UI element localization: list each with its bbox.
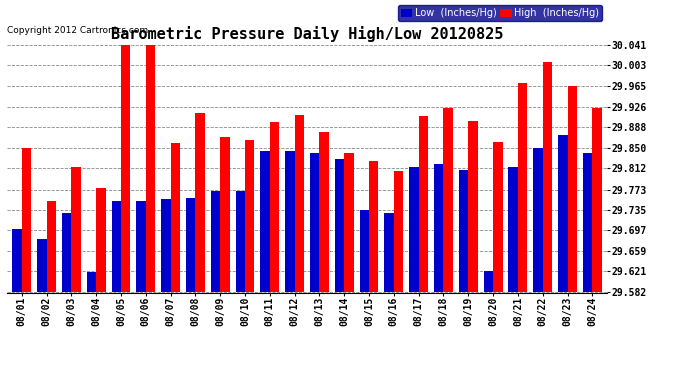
Bar — [220, 137, 230, 292]
Bar — [121, 45, 130, 292]
Bar — [211, 191, 220, 292]
Bar — [384, 213, 394, 292]
Bar — [37, 238, 47, 292]
Bar — [12, 229, 22, 292]
Bar — [87, 272, 96, 292]
Bar — [22, 148, 31, 292]
Bar — [270, 122, 279, 292]
Bar — [419, 116, 428, 292]
Bar — [484, 272, 493, 292]
Bar — [567, 86, 577, 292]
Bar — [558, 135, 567, 292]
Bar — [583, 153, 592, 292]
Bar — [62, 213, 71, 292]
Bar — [245, 140, 255, 292]
Bar — [310, 153, 319, 292]
Bar — [170, 142, 180, 292]
Bar — [394, 171, 403, 292]
Bar — [409, 167, 419, 292]
Title: Barometric Pressure Daily High/Low 20120825: Barometric Pressure Daily High/Low 20120… — [111, 27, 503, 42]
Bar — [335, 159, 344, 292]
Bar — [459, 170, 469, 292]
Bar — [344, 153, 354, 292]
Bar — [469, 121, 477, 292]
Bar — [493, 141, 502, 292]
Bar — [434, 164, 444, 292]
Bar — [285, 151, 295, 292]
Bar — [96, 188, 106, 292]
Bar — [137, 201, 146, 292]
Bar — [592, 108, 602, 292]
Bar — [319, 132, 329, 292]
Bar — [509, 167, 518, 292]
Bar — [543, 62, 552, 292]
Bar — [518, 83, 527, 292]
Bar — [359, 210, 369, 292]
Bar — [195, 113, 205, 292]
Text: Copyright 2012 Cartronics.com: Copyright 2012 Cartronics.com — [7, 26, 148, 35]
Bar — [186, 198, 195, 292]
Bar — [235, 191, 245, 292]
Bar — [533, 148, 543, 292]
Bar — [146, 45, 155, 292]
Bar — [295, 114, 304, 292]
Bar — [444, 108, 453, 292]
Bar — [161, 199, 170, 292]
Bar — [260, 151, 270, 292]
Bar — [369, 162, 379, 292]
Bar — [47, 201, 56, 292]
Bar — [71, 167, 81, 292]
Bar — [112, 201, 121, 292]
Legend: Low  (Inches/Hg), High  (Inches/Hg): Low (Inches/Hg), High (Inches/Hg) — [397, 5, 602, 21]
